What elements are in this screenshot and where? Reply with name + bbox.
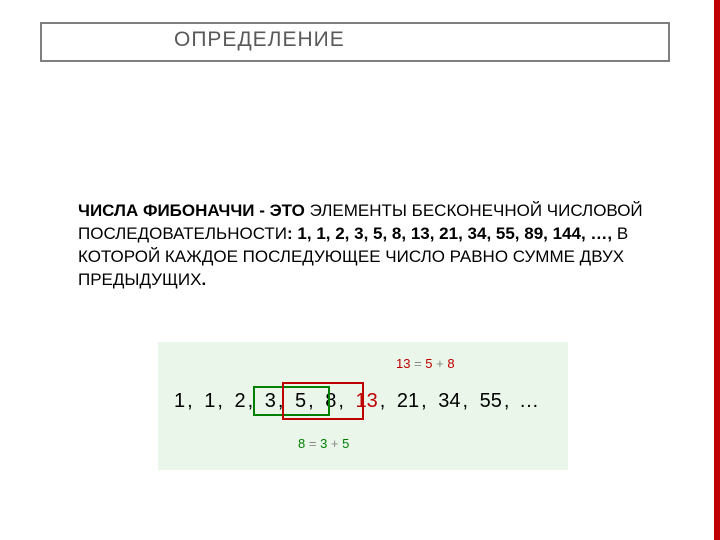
accent-bar: [714, 0, 720, 540]
def-part3: : 1, 1, 2, 3, 5, 8, 13, 21, 34, 55, 89, …: [287, 224, 617, 243]
note-bottom-eq: =: [305, 436, 320, 451]
seq-n8: 21: [395, 390, 421, 413]
note-bottom-c: 5: [342, 436, 349, 451]
definition-paragraph: ЧИСЛА ФИБОНАЧЧИ - ЭТО ЭЛЕМЕНТЫ БЕСКОНЕЧН…: [78, 200, 648, 292]
seq-n9: 34: [436, 390, 462, 413]
seq-n1: 1: [172, 390, 187, 413]
seq-c1: ,: [187, 390, 197, 413]
def-part1: ЧИСЛА ФИБОНАЧЧИ - ЭТО: [78, 201, 310, 220]
note-top-c: 8: [447, 356, 454, 371]
note-top-a: 13: [396, 356, 410, 371]
seq-n3: 2: [233, 390, 248, 413]
seq-c8: ,: [421, 390, 431, 413]
title-box: [40, 22, 670, 62]
red-box-5813: [282, 382, 364, 420]
seq-c7: ,: [380, 390, 390, 413]
seq-c10: ,: [504, 390, 514, 413]
seq-tail: …: [519, 390, 539, 413]
note-bottom: 8 = 3 + 5: [298, 436, 349, 451]
note-top: 13 = 5 + 8: [396, 356, 455, 371]
fibonacci-illustration: 13 = 5 + 8 1, 1, 2, 3, 5, 8, 13, 21, 34,…: [158, 342, 568, 470]
seq-c9: ,: [463, 390, 473, 413]
page-title: ОПРЕДЕЛЕНИЕ: [170, 28, 349, 52]
note-top-plus: +: [433, 356, 448, 371]
seq-c2: ,: [217, 390, 227, 413]
note-bottom-plus: +: [327, 436, 342, 451]
seq-n10: 55: [478, 390, 504, 413]
seq-n2: 1: [202, 390, 217, 413]
note-top-eq: =: [410, 356, 425, 371]
note-top-b: 5: [425, 356, 432, 371]
def-part5: .: [201, 270, 206, 289]
